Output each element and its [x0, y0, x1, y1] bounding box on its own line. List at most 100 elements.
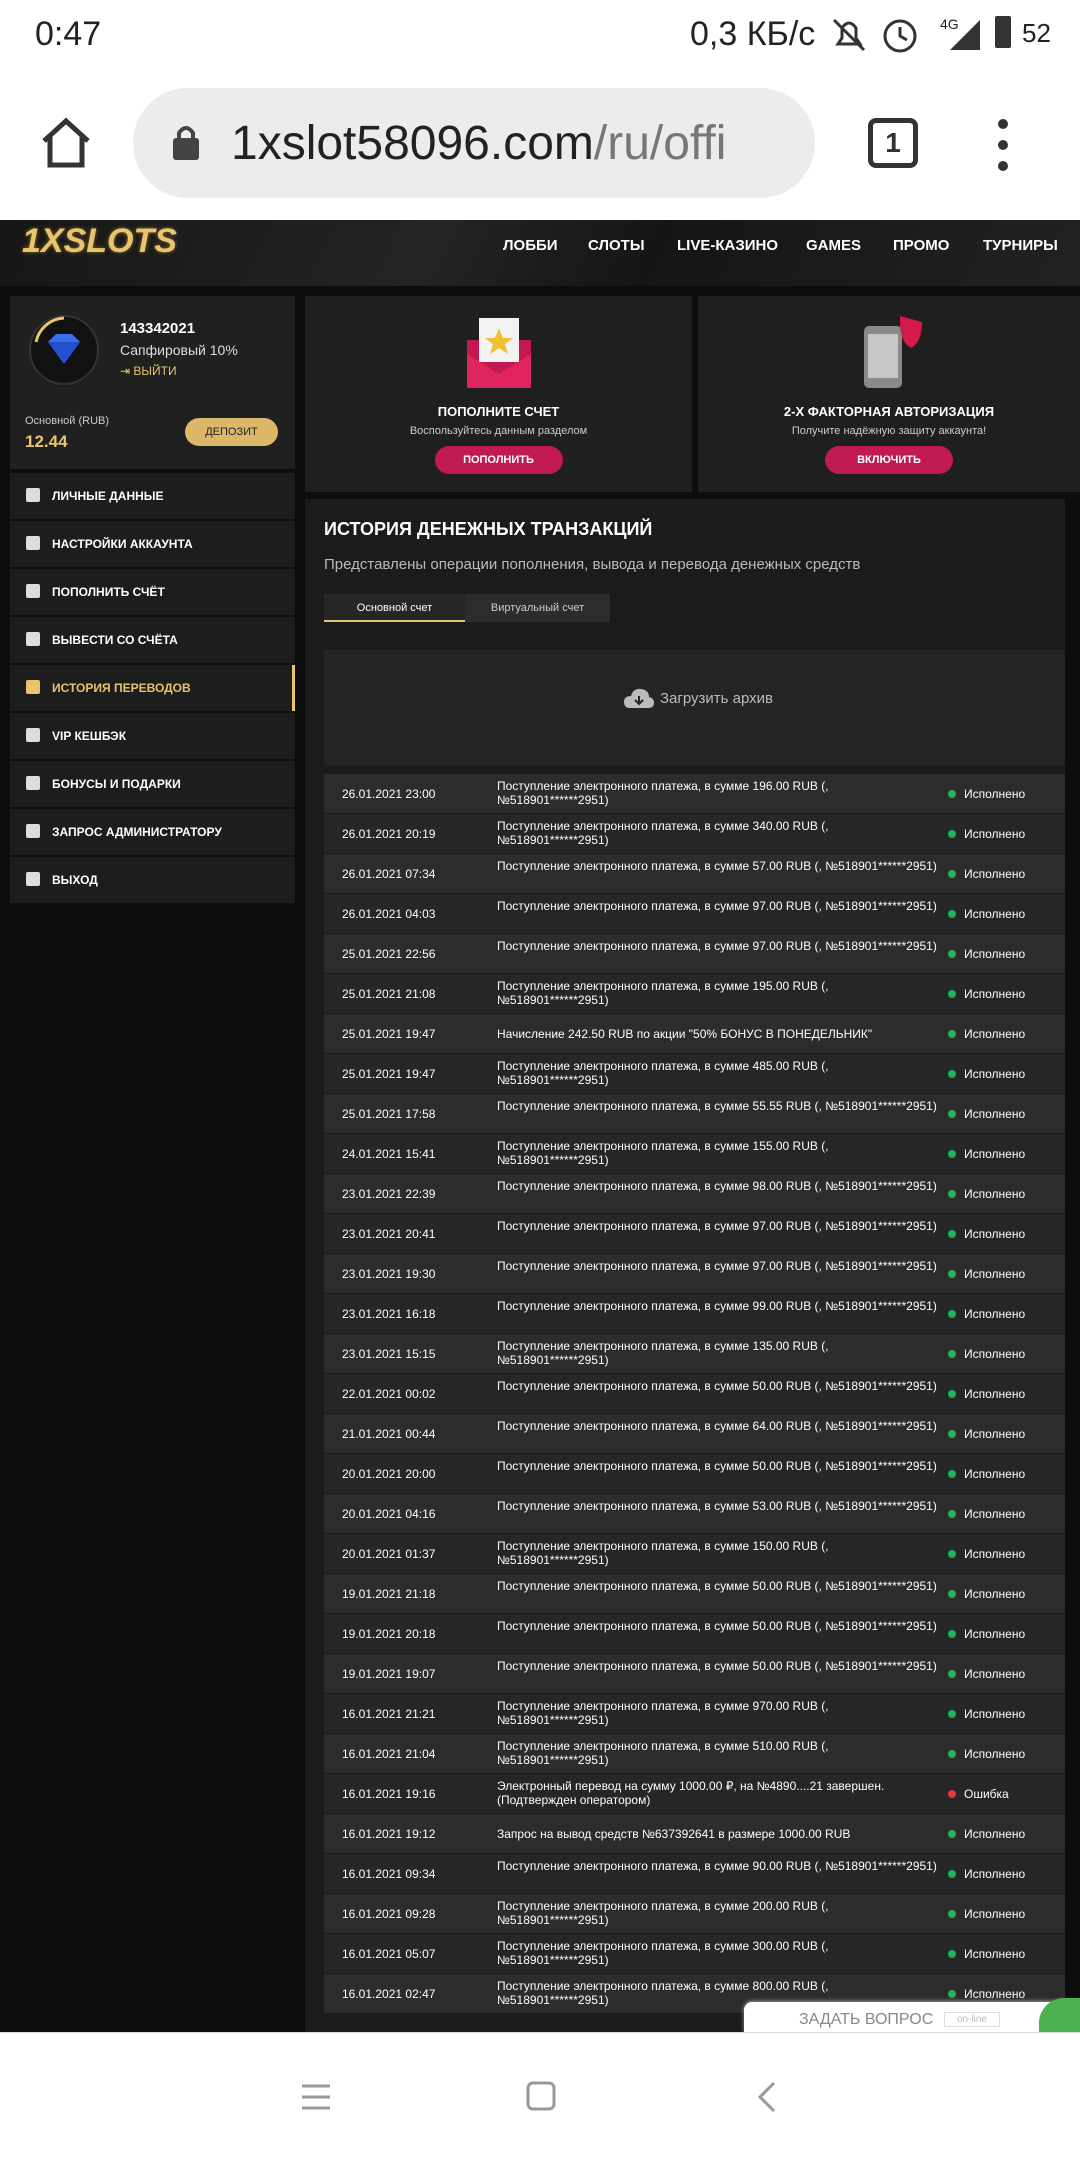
status-dot — [948, 1030, 956, 1038]
tab-active[interactable]: Основной счет — [324, 594, 465, 622]
status-dot — [948, 1390, 956, 1398]
transaction-row: 20.01.2021 20:00 Поступление электронного… — [324, 1454, 1065, 1493]
menu-item[interactable]: ЗАПРОС АДМИНИСТРАТОРУ — [10, 809, 295, 855]
tx-status: Исполнено — [964, 1867, 1026, 1881]
status-dot — [948, 950, 956, 958]
transaction-row: 23.01.2021 16:18 Поступление электронного… — [324, 1294, 1065, 1333]
menu-item[interactable]: ЛИЧНЫЕ ДАННЫЕ — [10, 473, 295, 519]
status-dot — [948, 990, 956, 998]
tx-date: 23.01.2021 16:18 — [342, 1307, 436, 1321]
tx-description: Поступление электронного платежа, в сумм… — [497, 979, 829, 1007]
tx-description: Поступление электронного платежа, в сумм… — [497, 1659, 937, 1673]
tx-status: Исполнено — [964, 1587, 1026, 1601]
logo[interactable]: 1XSLOTS — [22, 222, 177, 260]
tx-date: 20.01.2021 20:00 — [342, 1467, 436, 1481]
tx-date: 25.01.2021 19:47 — [342, 1027, 436, 1041]
tx-status: Ошибка — [964, 1787, 1009, 1801]
browser-bar: 1xslot58096.com/ru/offi 1 — [0, 70, 1080, 220]
recents-button[interactable] — [300, 2083, 332, 2111]
menu-label: ЛИЧНЫЕ ДАННЫЕ — [52, 489, 164, 503]
tx-description: Поступление электронного платежа, в сумм… — [497, 1899, 829, 1927]
menu-item[interactable]: ВЫВЕСТИ СО СЧЁТА — [10, 617, 295, 663]
card-title: 2-Х ФАКТОРНАЯ АВТОРИЗАЦИЯ — [783, 404, 995, 419]
menu-item[interactable]: VIP КЕШБЭК — [10, 713, 295, 759]
tx-date: 19.01.2021 21:18 — [342, 1587, 436, 1601]
tx-date: 24.01.2021 15:41 — [342, 1147, 436, 1161]
transaction-row: 26.01.2021 07:34 Поступление электронного… — [324, 854, 1065, 893]
tx-date: 21.01.2021 00:44 — [342, 1427, 436, 1441]
tab[interactable]: Виртуальный счет — [465, 594, 610, 622]
menu-item[interactable]: НАСТРОЙКИ АККАУНТА — [10, 521, 295, 567]
tx-status: Исполнено — [964, 1147, 1026, 1161]
deposit-button[interactable]: ДЕПОЗИТ — [185, 418, 278, 446]
nav-item[interactable]: ЛОББИ — [503, 237, 558, 254]
transaction-row: 25.01.2021 21:08 Поступление электронного… — [324, 974, 1065, 1013]
tx-date: 26.01.2021 23:00 — [342, 787, 436, 801]
card-button[interactable]: ВКЛЮЧИТЬ — [825, 446, 953, 474]
card-icon — [467, 318, 531, 388]
android-nav — [0, 2032, 1080, 2160]
status-dot — [948, 1470, 956, 1478]
nav-item[interactable]: СЛОТЫ — [588, 237, 645, 254]
tx-date: 25.01.2021 17:58 — [342, 1107, 436, 1121]
tx-description: Поступление электронного платежа, в сумм… — [497, 1859, 937, 1873]
card-button[interactable]: ПОПОЛНИТЬ — [434, 446, 563, 474]
menu-item[interactable]: ИСТОРИЯ ПЕРЕВОДОВ — [10, 665, 295, 711]
menu-icon — [26, 824, 40, 838]
tx-date: 23.01.2021 19:30 — [342, 1267, 436, 1281]
transaction-row: 22.01.2021 00:02 Поступление электронного… — [324, 1374, 1065, 1413]
tx-date: 25.01.2021 19:47 — [342, 1067, 436, 1081]
tab-count[interactable]: 1 — [868, 118, 918, 168]
menu-button[interactable] — [995, 118, 1011, 172]
tx-description: Поступление электронного платежа, в сумм… — [497, 1619, 937, 1633]
tx-date: 26.01.2021 04:03 — [342, 907, 436, 921]
tx-date: 19.01.2021 20:18 — [342, 1627, 436, 1641]
card-subtitle: Получите надёжную защиту аккаунта! — [791, 425, 987, 437]
transaction-row: 25.01.2021 22:56 Поступление электронного… — [324, 934, 1065, 973]
tx-status: Исполнено — [964, 1707, 1026, 1721]
menu-label: ИСТОРИЯ ПЕРЕВОДОВ — [52, 681, 191, 695]
tx-status: Исполнено — [964, 947, 1026, 961]
tx-date: 16.01.2021 09:28 — [342, 1907, 436, 1921]
menu-item[interactable]: БОНУСЫ И ПОДАРКИ — [10, 761, 295, 807]
archive-button[interactable]: Загрузить архив — [624, 688, 773, 710]
back-button[interactable] — [756, 2081, 778, 2113]
logout[interactable]: ⇥ ВЫЙТИ — [120, 364, 177, 378]
tx-description: Поступление электронного платежа, в сумм… — [497, 1699, 829, 1727]
chat-status: on-line — [944, 2012, 1001, 2027]
tx-date: 16.01.2021 21:04 — [342, 1747, 436, 1761]
nav-item[interactable]: GAMES — [806, 237, 862, 254]
menu-item[interactable]: ПОПОЛНИТЬ СЧЁТ — [10, 569, 295, 615]
menu-icon — [26, 584, 40, 598]
status-dot — [948, 1630, 956, 1638]
tx-description: Поступление электронного платежа, в сумм… — [497, 1739, 829, 1767]
home-button[interactable] — [38, 115, 94, 171]
menu-item[interactable]: ВЫХОД — [10, 857, 295, 903]
tx-date: 16.01.2021 19:12 — [342, 1827, 436, 1841]
nav-item[interactable]: ТУРНИРЫ — [983, 237, 1058, 254]
tx-status: Исполнено — [964, 1747, 1026, 1761]
tx-description: Поступление электронного платежа, в сумм… — [497, 1299, 937, 1313]
status-dot — [948, 1430, 956, 1438]
tx-status: Исполнено — [964, 1067, 1026, 1081]
tx-description: Поступление электронного платежа, в сумм… — [497, 1979, 829, 2007]
tx-description: Поступление электронного платежа, в сумм… — [497, 1179, 937, 1193]
tx-date: 20.01.2021 01:37 — [342, 1547, 436, 1561]
status-bar: 0:47 0,3 КБ/с 4G 52 — [0, 0, 1080, 70]
tx-date: 26.01.2021 07:34 — [342, 867, 436, 881]
menu-label: ПОПОЛНИТЬ СЧЁТ — [52, 585, 165, 599]
nav-item[interactable]: LIVE-КАЗИНО — [677, 237, 779, 254]
tx-description: Поступление электронного платежа, в сумм… — [497, 819, 829, 847]
menu-label: ЗАПРОС АДМИНИСТРАТОРУ — [52, 825, 222, 839]
tx-description: Поступление электронного платежа, в сумм… — [497, 779, 829, 807]
home-nav-button[interactable] — [526, 2081, 556, 2111]
chat-widget[interactable]: ЗАДАТЬ ВОПРОС on-line — [744, 1998, 1080, 2038]
url-path: /ru/offi — [593, 117, 727, 170]
url-field[interactable]: 1xslot58096.com/ru/offi — [133, 88, 815, 198]
battery: 52 — [1022, 18, 1051, 48]
tx-status: Исполнено — [964, 1387, 1026, 1401]
status-dot — [948, 1230, 956, 1238]
nav-item[interactable]: ПРОМО — [893, 237, 950, 254]
tx-status: Исполнено — [964, 1227, 1026, 1241]
